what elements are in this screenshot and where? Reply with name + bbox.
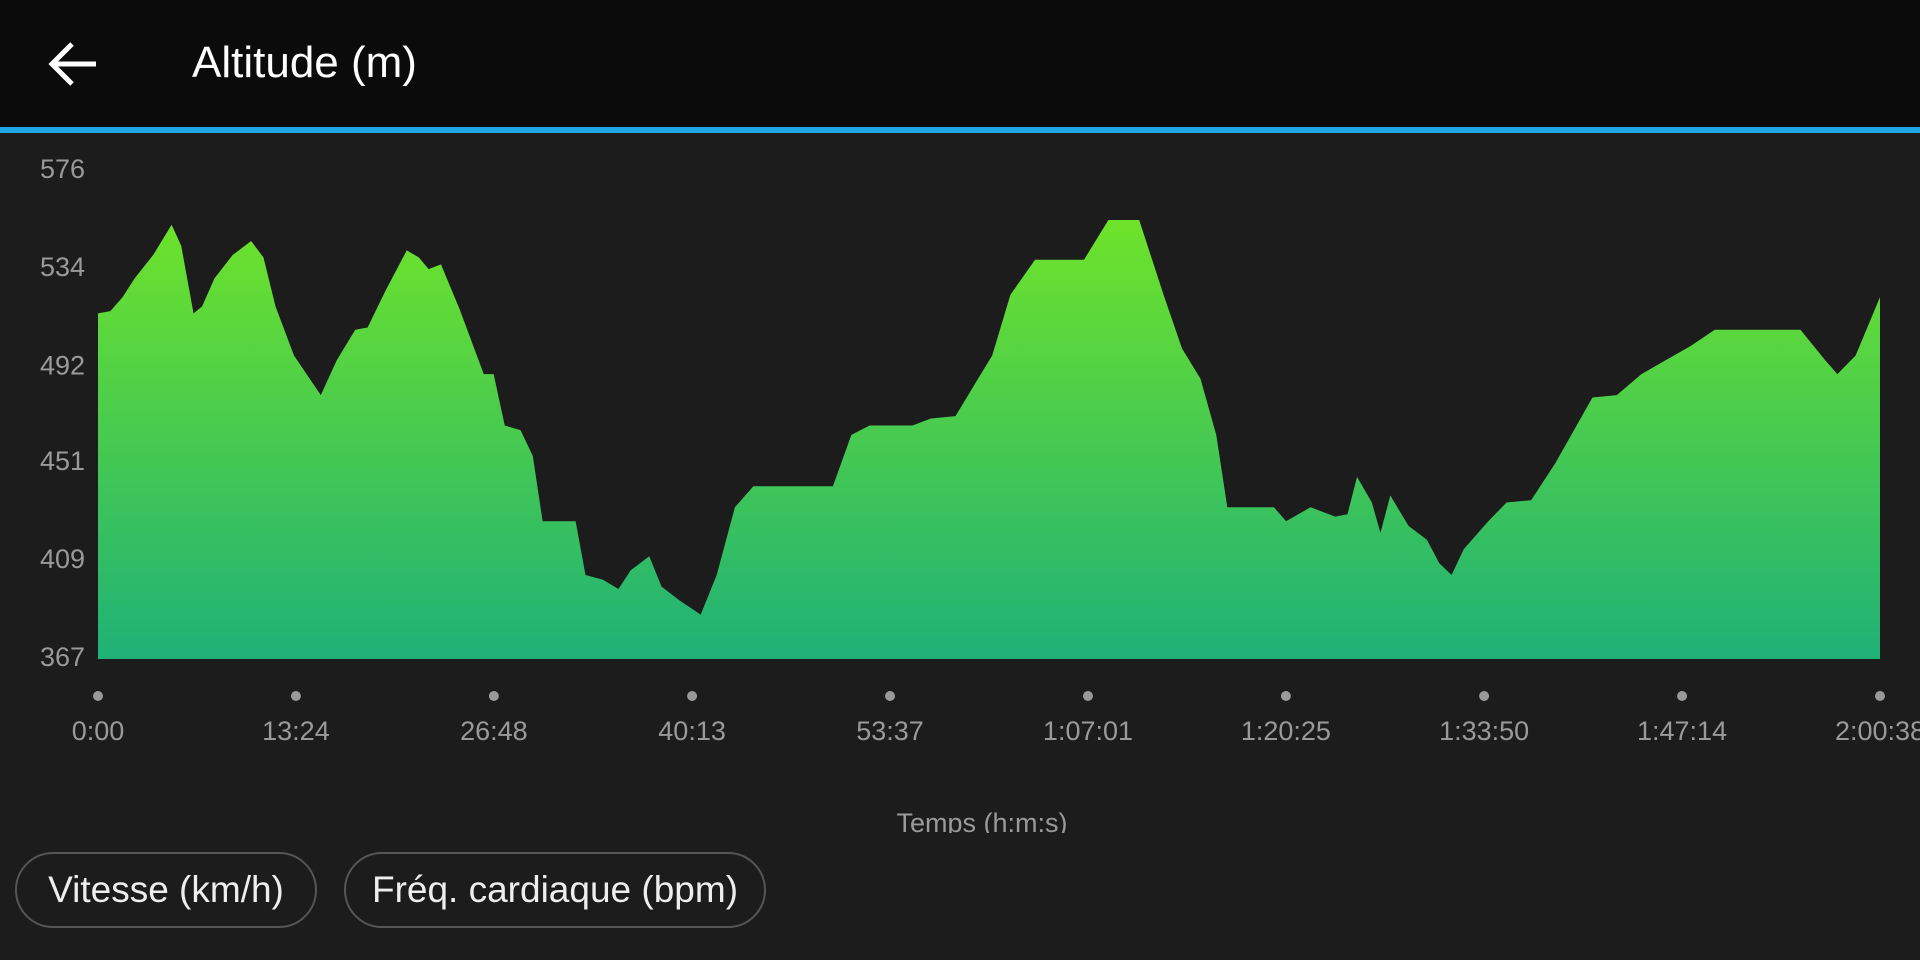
back-button[interactable]	[48, 40, 100, 88]
speed-button[interactable]: Vitesse (km/h)	[15, 852, 317, 928]
y-tick-label: 534	[40, 252, 85, 282]
x-tick-dot	[1082, 691, 1093, 701]
header-title: Altitude (m)	[192, 38, 417, 87]
x-axis-title: Temps (h:m:s)	[896, 808, 1067, 833]
x-tick-label: 1:47:14	[1637, 716, 1727, 746]
x-tick-label: 2:00:38	[1835, 716, 1920, 746]
x-tick-label: 13:24	[262, 716, 330, 746]
x-tick-label: 1:20:25	[1241, 716, 1331, 746]
x-tick-dot	[1280, 691, 1291, 701]
x-tick-label: 53:37	[856, 716, 924, 746]
y-tick-label: 409	[40, 544, 85, 574]
x-tick-dot	[1677, 691, 1688, 701]
x-tick-label: 1:07:01	[1043, 716, 1133, 746]
x-tick-label: 26:48	[460, 716, 528, 746]
x-tick-dot	[93, 691, 103, 701]
x-tick-dot	[1875, 691, 1885, 701]
x-tick-dot	[488, 691, 499, 701]
chart: Temps (h:m:s) 367 409 451 492 534 576 0:00 13:2…	[40, 154, 1920, 833]
y-tick-label: 576	[40, 154, 85, 184]
heart-rate-button[interactable]: Fréq. cardiaque (bpm)	[344, 852, 766, 928]
x-tick-dot	[290, 691, 301, 701]
x-tick-dot	[885, 691, 896, 701]
y-tick-label: 492	[40, 350, 85, 380]
header: Altitude (m)	[0, 0, 1920, 133]
x-tick-label: 1:33:50	[1439, 716, 1529, 746]
x-tick-dot	[1479, 691, 1490, 701]
x-tick-label: 0:00	[72, 716, 125, 746]
x-tick-label: 40:13	[658, 716, 726, 746]
y-tick-label: 367	[40, 642, 85, 672]
x-tick-dot	[687, 691, 698, 701]
altitude-area	[98, 220, 1880, 659]
y-tick-label: 451	[40, 446, 85, 476]
